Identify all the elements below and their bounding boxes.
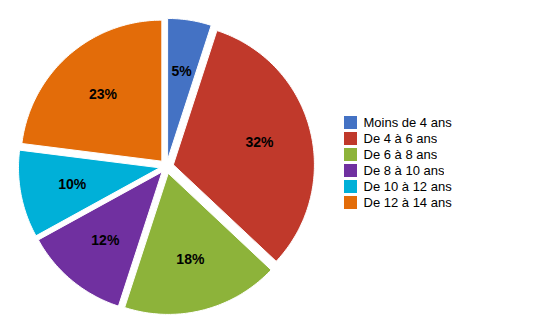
html-text:Moins de 4 ans: Moins de 4 ans bbox=[363, 114, 452, 130]
html-text:De 6 à 8 ans: De 6 à 8 ans bbox=[363, 146, 438, 162]
html-text:De 4 à 6 ans: De 4 à 6 ans bbox=[363, 130, 438, 146]
svg-text:18%: 18% bbox=[176, 251, 205, 267]
html-text:De 12 à 14 ans: De 12 à 14 ans bbox=[363, 194, 452, 210]
html-text:De 8 à 10 ans: De 8 à 10 ans bbox=[363, 162, 445, 178]
html-text:De 10 à 12 ans: De 10 à 12 ans bbox=[363, 178, 452, 194]
svg-text:5%: 5% bbox=[171, 63, 192, 79]
svg-text:23%: 23% bbox=[89, 86, 118, 102]
svg-text:10%: 10% bbox=[58, 176, 87, 192]
svg-text:32%: 32% bbox=[245, 134, 274, 150]
svg-text:12%: 12% bbox=[91, 232, 120, 248]
